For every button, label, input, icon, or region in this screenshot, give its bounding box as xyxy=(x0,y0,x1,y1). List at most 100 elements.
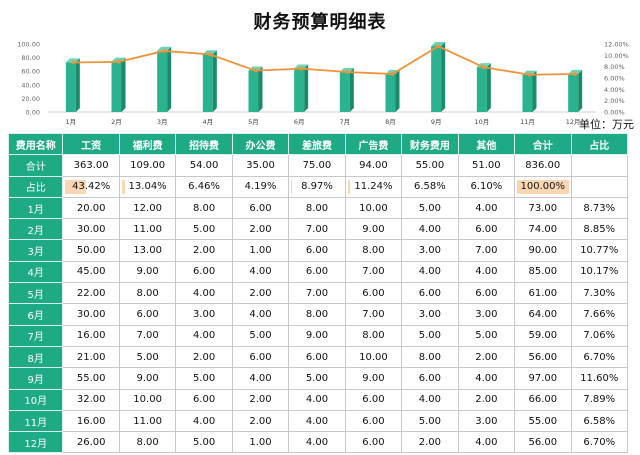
bar xyxy=(248,70,259,112)
ratio-point xyxy=(162,49,166,53)
table-cell: 8.00 xyxy=(344,324,403,347)
table-cell: 6.00 xyxy=(175,260,233,284)
table-cell: 51.00 xyxy=(457,154,516,177)
bar xyxy=(294,68,305,112)
budget-table: 费用名称 工资 福利费 招待费 办公费 差旅费 广告费 财务费用 其他 合计 占比 合计 363.00… xyxy=(7,132,629,454)
ratio-point xyxy=(116,60,121,64)
row-label: 11月 xyxy=(7,409,64,433)
table-cell: 13.04% xyxy=(118,175,177,198)
table-cell: 30.00 xyxy=(62,303,120,326)
table-cell: 5.00 xyxy=(175,218,233,241)
x-tick-label: 5月 xyxy=(248,118,259,126)
table-cell: 4.00 xyxy=(231,260,290,284)
bar-top xyxy=(568,69,583,74)
bar xyxy=(522,74,533,112)
table-cell xyxy=(570,154,629,177)
table-cell: 6.00 xyxy=(344,388,403,411)
table-cell: 56.00 xyxy=(514,345,572,369)
ratio-row: 占比 43.42% 13.04% 6.46% 4.19% 8.97% 11.24% 6.58%… xyxy=(7,175,629,198)
x-tick-label: 10月 xyxy=(474,118,489,126)
bar-side xyxy=(258,66,263,112)
table-cell: 8.00 xyxy=(288,303,346,326)
y-tick-label-left: 40.00 xyxy=(21,81,40,89)
table-cell: 6.58% xyxy=(401,175,459,198)
y-tick-label-right: 2.00% xyxy=(604,97,625,105)
table-row: 10月 32.00 10.00 6.00 2.00 4.00 6.00 4.00 2.00 66.… xyxy=(7,388,629,411)
column-header: 合计 xyxy=(514,132,572,156)
ratio-value: 4.19% xyxy=(244,181,277,193)
table-row: 2月 30.00 11.00 5.00 2.00 7.00 9.00 4.00 6.00 74.0… xyxy=(7,218,629,241)
table-cell: 16.00 xyxy=(62,409,120,433)
column-header: 福利费 xyxy=(118,132,177,156)
table-row: 9月 55.00 9.00 5.00 4.00 5.00 9.00 6.00 4.00 97.00… xyxy=(7,367,629,390)
table-cell: 6.70% xyxy=(570,431,629,454)
y-tick-label-left: 20.00 xyxy=(21,95,40,103)
x-tick-label: 6月 xyxy=(294,118,305,126)
y-tick-label-left: 100.00 xyxy=(17,41,40,49)
table-cell: 2.00 xyxy=(231,388,290,411)
column-header: 占比 xyxy=(570,132,629,156)
column-header: 办公费 xyxy=(231,132,290,156)
table-cell: 4.00 xyxy=(231,303,290,326)
table-cell: 2.00 xyxy=(231,409,290,433)
table-cell: 5.00 xyxy=(401,324,459,347)
table-cell: 5.00 xyxy=(288,367,346,390)
total-row: 合计 363.00 109.00 54.00 35.00 75.00 94.00 55.00 5… xyxy=(7,154,629,177)
table-cell: 10.77% xyxy=(570,239,629,262)
table-cell: 11.00 xyxy=(118,218,177,241)
table-cell: 8.00 xyxy=(401,345,459,369)
table-cell: 10.00 xyxy=(344,345,403,369)
table-cell: 6.00 xyxy=(175,388,233,411)
bar-side xyxy=(167,46,172,112)
y-tick-label-right: 12.00% xyxy=(604,41,629,49)
ratio-point xyxy=(390,72,395,76)
row-label: 2月 xyxy=(7,218,64,241)
table-cell: 7.00 xyxy=(344,303,403,326)
x-tick-label: 2月 xyxy=(111,118,122,126)
bar xyxy=(476,67,487,112)
bar-side xyxy=(578,69,583,112)
table-cell: 2.00 xyxy=(231,282,290,305)
column-header: 招待费 xyxy=(175,132,233,156)
table-cell: 50.00 xyxy=(62,239,120,262)
unit-label: 单位：万元 xyxy=(579,118,634,131)
table-cell: 9.00 xyxy=(288,324,346,347)
table-cell: 3.00 xyxy=(175,303,233,326)
row-label: 5月 xyxy=(7,282,64,305)
ratio-value: 13.04% xyxy=(128,181,167,193)
table-cell: 6.00 xyxy=(288,345,346,369)
row-label: 8月 xyxy=(7,345,64,369)
bar xyxy=(431,46,442,112)
ratio-point xyxy=(253,68,258,73)
table-cell: 4.00 xyxy=(401,218,459,241)
row-label: 1月 xyxy=(7,196,64,220)
table-cell: 6.00 xyxy=(457,218,516,241)
x-tick-label: 7月 xyxy=(340,118,351,126)
row-label: 7月 xyxy=(7,324,64,347)
ratio-point xyxy=(436,44,440,49)
ratio-value: 6.10% xyxy=(470,181,503,193)
table-cell: 16.00 xyxy=(62,324,120,347)
table-row: 7月 16.00 7.00 4.00 5.00 9.00 8.00 5.00 5.00 59.00… xyxy=(7,324,629,347)
table-cell: 363.00 xyxy=(62,154,120,177)
table-cell: 55.00 xyxy=(514,409,572,433)
table-cell: 4.00 xyxy=(288,388,346,411)
table-cell: 4.00 xyxy=(175,282,233,305)
table-row: 3月 50.00 13.00 2.00 1.00 6.00 8.00 3.00 7.00 90.0… xyxy=(7,239,629,262)
table-cell: 3.00 xyxy=(457,409,516,433)
x-tick-label: 4月 xyxy=(203,118,214,126)
table-row: 4月 45.00 9.00 6.00 4.00 6.00 7.00 4.00 4.00 85.00… xyxy=(7,260,629,284)
ratio-bar xyxy=(121,179,126,194)
y-tick-label-right: 0.00% xyxy=(604,109,625,117)
table-cell: 13.00 xyxy=(118,239,177,262)
table-cell: 4.00 xyxy=(288,409,346,433)
header-row: 费用名称 工资 福利费 招待费 办公费 差旅费 广告费 财务费用 其他 合计 占比 xyxy=(7,132,629,156)
table-cell: 55.00 xyxy=(62,367,120,390)
table-cell: 2.00 xyxy=(175,345,233,369)
x-tick-label: 8月 xyxy=(385,118,396,126)
bar-top xyxy=(431,42,446,47)
table-cell: 3.00 xyxy=(457,303,516,326)
table-cell: 6.00 xyxy=(344,409,403,433)
table-cell: 3.00 xyxy=(401,303,459,326)
table-cell: 11.24% xyxy=(344,175,403,198)
